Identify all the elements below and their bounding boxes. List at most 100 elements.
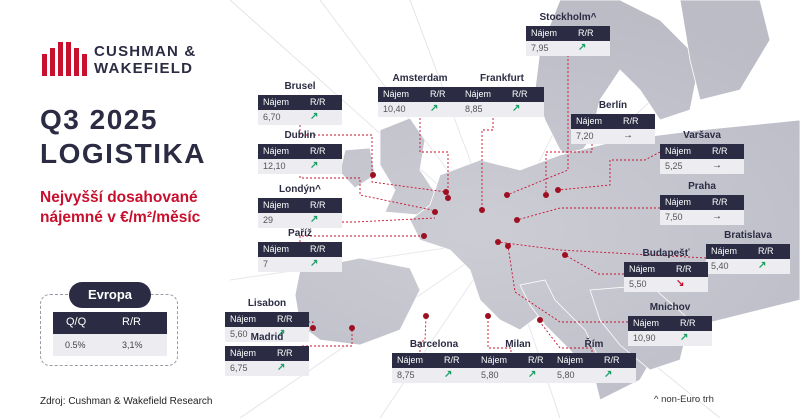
city-card-values: 6,75 ↗	[225, 361, 309, 376]
city-card-values: 5,80 ↗	[552, 368, 636, 383]
city-card-dublin: Dublin Nájem R/R 12,10 ↗	[258, 130, 342, 174]
city-card-values: 7 ↗	[258, 257, 342, 272]
logo-wordmark: CUSHMAN & WAKEFIELD	[94, 43, 196, 77]
rent-label: Nájem	[711, 246, 738, 256]
europe-summary-values: 0.5% 3,1%	[53, 334, 167, 356]
city-markers	[310, 172, 568, 331]
city-card-londyn: Londýn^ Nájem R/R 29 ↗	[258, 184, 342, 228]
europe-rr-label: R/R	[122, 316, 141, 328]
rent-value: 10,90	[633, 333, 656, 343]
yoy-label: R/R	[277, 314, 293, 324]
arrow-up-right-icon: ↗	[310, 160, 319, 171]
arrow-right-icon: →	[712, 211, 722, 222]
city-card-values: 7,50 →	[660, 210, 744, 225]
sector-title: LOGISTIKA	[40, 138, 206, 169]
yoy-label: R/R	[680, 318, 696, 328]
city-card-header: Nájem R/R	[571, 114, 655, 129]
arrow-right-icon: →	[623, 130, 633, 141]
city-card-header: Nájem R/R	[552, 353, 636, 368]
rent-value: 10,40	[383, 104, 406, 114]
source-note: Zdroj: Cushman & Wakefield Research	[40, 396, 213, 407]
rent-label: Nájem	[230, 314, 257, 324]
city-card-values: 7,95 ↗	[526, 41, 610, 56]
yoy-label: R/R	[310, 244, 326, 254]
city-name: Barcelona	[409, 339, 459, 350]
city-card-values: 10,40 ↗	[378, 102, 462, 117]
rent-label: Nájem	[263, 146, 290, 156]
city-card-amsterdam: Amsterdam Nájem R/R 10,40 ↗	[378, 73, 462, 117]
city-card-stockholm: Stockholm^ Nájem R/R 7,95 ↗	[526, 12, 610, 56]
city-name: Amsterdam	[392, 73, 448, 84]
marker-varsava	[555, 187, 561, 193]
city-card-values: 12,10 ↗	[258, 159, 342, 174]
marker-stockholm	[504, 192, 510, 198]
rent-label: Nájem	[481, 355, 508, 365]
europe-qq-value: 0.5%	[65, 340, 86, 350]
marker-rim	[537, 317, 543, 323]
arrow-up-right-icon: ↗	[578, 42, 587, 53]
city-card-header: Nájem R/R	[258, 144, 342, 159]
subtitle-line-2: nájemné v €/m²/měsíc	[40, 209, 201, 226]
city-card-frankfurt: Frankfurt Nájem R/R 8,85 ↗	[460, 73, 544, 117]
city-name: Budapešť	[642, 248, 690, 259]
arrow-up-right-icon: ↗	[758, 260, 767, 271]
europe-summary-box: Evropa Q/Q R/R 0.5% 3,1%	[40, 282, 178, 366]
yoy-label: R/R	[676, 264, 692, 274]
marker-berlin	[543, 192, 549, 198]
city-card-header: Nájem R/R	[476, 353, 560, 368]
arrow-right-icon: →	[712, 160, 722, 171]
rent-value: 6,70	[263, 112, 281, 122]
city-card-milan: Milan Nájem R/R 5,80 ↗	[476, 339, 560, 383]
city-name: Bratislava	[724, 230, 772, 241]
marker-frankfurt	[479, 207, 485, 213]
rent-value: 6,75	[230, 363, 248, 373]
city-name: Lisabon	[247, 298, 287, 309]
arrow-up-right-icon: ↗	[528, 369, 537, 380]
arrow-up-right-icon: ↗	[680, 332, 689, 343]
city-name: Řím	[584, 339, 604, 350]
city-name: Varšava	[683, 130, 721, 141]
rent-label: Nájem	[263, 244, 290, 254]
rent-value: 5,25	[665, 161, 683, 171]
yoy-label: R/R	[310, 146, 326, 156]
arrow-up-right-icon: ↗	[277, 328, 286, 339]
rent-label: Nájem	[383, 89, 410, 99]
arrow-up-right-icon: ↗	[310, 111, 319, 122]
marker-praha	[514, 217, 520, 223]
city-card-values: 8,85 ↗	[460, 102, 544, 117]
yoy-label: R/R	[712, 146, 728, 156]
marker-dublin	[370, 172, 376, 178]
arrow-up-right-icon: ↗	[444, 369, 453, 380]
marker-pariz	[421, 233, 427, 239]
city-card-madrid: Madrid Nájem R/R 6,75 ↗	[225, 332, 309, 376]
city-card-values: 8,75 ↗	[392, 368, 476, 383]
subtitle-line-1: Nejvyšší dosahované	[40, 189, 198, 206]
rent-value: 5,80	[481, 370, 499, 380]
rent-value: 8,85	[465, 104, 483, 114]
arrow-up-right-icon: ↗	[310, 258, 319, 269]
rent-label: Nájem	[665, 197, 692, 207]
rent-label: Nájem	[230, 348, 257, 358]
rent-label: Nájem	[629, 264, 656, 274]
city-card-values: 10,90 ↗	[628, 331, 712, 346]
city-card-values: 29 ↗	[258, 213, 342, 228]
yoy-label: R/R	[578, 28, 594, 38]
logo-icon	[42, 42, 87, 76]
rent-value: 7,95	[531, 43, 549, 53]
city-name: Dublin	[284, 130, 316, 141]
city-card-praha: Praha Nájem R/R 7,50 →	[660, 181, 744, 225]
yoy-label: R/R	[623, 116, 639, 126]
rent-value: 12,10	[263, 161, 286, 171]
city-card-budapest: Budapešť Nájem R/R 5,50 ↘	[624, 248, 708, 292]
rent-label: Nájem	[557, 355, 584, 365]
yoy-label: R/R	[277, 348, 293, 358]
arrow-down-right-icon: ↘	[676, 278, 685, 289]
europe-summary-title: Evropa	[69, 282, 151, 308]
city-card-header: Nájem R/R	[624, 262, 708, 277]
arrow-up-right-icon: ↗	[277, 362, 286, 373]
city-card-values: 5,60 ↗	[225, 327, 309, 342]
marker-mnichov	[505, 243, 511, 249]
city-card-rim: Řím Nájem R/R 5,80 ↗	[552, 339, 636, 383]
logo-line-1: CUSHMAN &	[94, 43, 197, 60]
